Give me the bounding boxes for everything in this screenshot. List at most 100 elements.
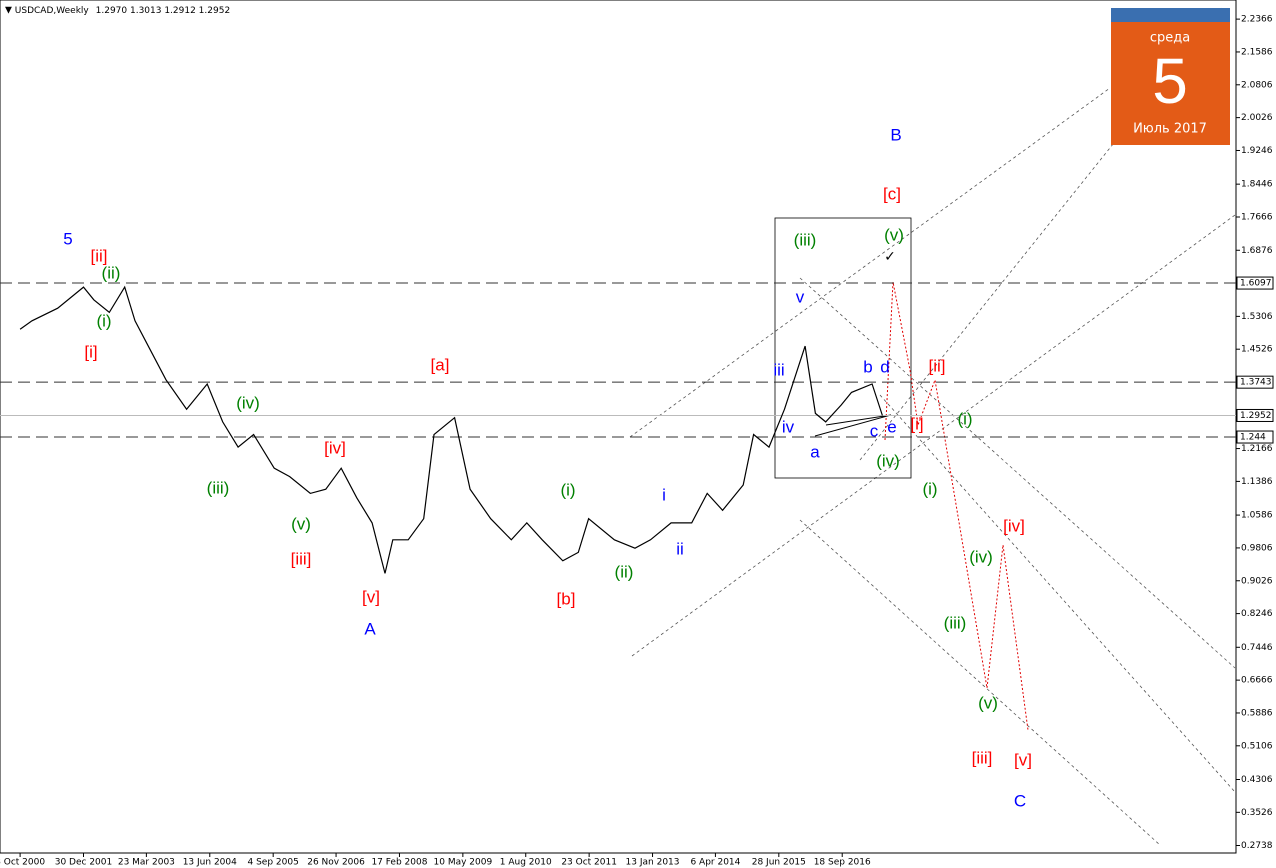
wave-label: [iii] xyxy=(291,549,312,568)
wave-label: [a] xyxy=(431,355,450,374)
wave-label: iii xyxy=(773,360,784,379)
wave-label: [v] xyxy=(1014,750,1032,769)
y-tick-label: 2.1586 xyxy=(1241,47,1273,57)
y-tick-label: 1.9246 xyxy=(1241,146,1273,156)
channel-line xyxy=(631,214,1236,657)
wave-label: [iv] xyxy=(324,438,346,457)
calendar-month: Июль 2017 xyxy=(1133,122,1207,137)
channel-line xyxy=(799,519,1161,846)
x-tick-label: 26 Nov 2006 xyxy=(307,858,365,868)
wave-label: i xyxy=(662,485,666,504)
wave-label: b xyxy=(863,357,872,376)
wave-label: A xyxy=(364,619,376,638)
price-line xyxy=(19,285,883,574)
level-label: 1.6097 xyxy=(1240,279,1272,289)
calendar-weekday: среда xyxy=(1150,31,1190,46)
chart-header: ▼ USDCAD,Weekly 1.2970 1.3013 1.2912 1.2… xyxy=(5,6,230,16)
wave-label: ii xyxy=(676,539,684,558)
y-tick-label: 0.8246 xyxy=(1241,609,1273,619)
y-tick-label: 1.0586 xyxy=(1241,511,1273,521)
ohlc: 1.2970 1.3013 1.2912 1.2952 xyxy=(96,6,231,16)
y-tick-label: 2.0806 xyxy=(1241,80,1273,90)
wave-label: (iv) xyxy=(876,451,900,470)
wave-label: [i] xyxy=(84,342,97,361)
wave-label: C xyxy=(1014,791,1026,810)
wave-label: (iii) xyxy=(944,613,967,632)
wave-label: B xyxy=(890,125,901,144)
wave-label: iv xyxy=(782,417,795,436)
wave-label: (v) xyxy=(884,225,904,244)
y-tick-label: 0.4306 xyxy=(1241,775,1273,785)
y-tick-label: 0.7446 xyxy=(1241,643,1273,653)
y-tick-label: 2.2366 xyxy=(1241,15,1273,25)
wave-label: [i] xyxy=(910,414,923,433)
plot-frame xyxy=(0,0,1237,854)
x-tick-label: 4 Sep 2005 xyxy=(248,858,299,868)
level-label-box xyxy=(1236,276,1274,290)
y-tick-label: 1.1386 xyxy=(1241,477,1273,487)
wave-label: [v] xyxy=(362,587,380,606)
level-label-box xyxy=(1236,430,1274,444)
calendar-bg xyxy=(1111,8,1230,145)
wave-label: d xyxy=(880,357,889,376)
level-label: 1.244 xyxy=(1240,433,1266,443)
y-tick-label: 2.0026 xyxy=(1241,113,1273,123)
channel-line xyxy=(799,277,1236,669)
wave-label: (ii) xyxy=(615,562,634,581)
current-label: 1.2952 xyxy=(1240,411,1272,421)
channel-line xyxy=(629,87,1111,438)
wave-label: (iii) xyxy=(794,230,817,249)
x-tick-label: 18 Sep 2016 xyxy=(814,858,871,868)
x-tick-label: 1 Aug 2010 xyxy=(500,858,552,868)
calendar-widget: среда 5 Июль 2017 xyxy=(1111,8,1230,145)
chart-title: USDCAD,Weekly xyxy=(15,6,90,16)
wave-label: [iv] xyxy=(1003,516,1025,535)
wave-label: [c] xyxy=(883,184,901,203)
x-tick-label: 8 Oct 2000 xyxy=(0,858,45,868)
x-tick-label: 17 Feb 2008 xyxy=(371,858,427,868)
wave-label: (v) xyxy=(978,693,998,712)
x-tick-label: 23 Mar 2003 xyxy=(118,858,175,868)
y-tick-label: 0.9026 xyxy=(1241,576,1273,586)
level-label: 1.3743 xyxy=(1240,378,1272,388)
channel-line xyxy=(879,394,1236,793)
y-tick-label: 1.7666 xyxy=(1241,212,1273,222)
y-tick-label: 1.4526 xyxy=(1241,345,1273,355)
y-tick-label: 1.8446 xyxy=(1241,180,1273,190)
wave-label: (i) xyxy=(922,479,937,498)
calendar-rings xyxy=(1111,8,1230,22)
y-tick-label: 0.5886 xyxy=(1241,708,1273,718)
x-tick-label: 30 Dec 2001 xyxy=(55,858,113,868)
y-tick-label: 0.6666 xyxy=(1241,676,1273,686)
y-tick-label: 0.3526 xyxy=(1241,808,1273,818)
x-tick-label: 13 Jun 2004 xyxy=(183,858,237,868)
wave-label: (iii) xyxy=(207,478,230,497)
y-tick-label: 0.5106 xyxy=(1241,741,1273,751)
wave-label: (ii) xyxy=(102,263,121,282)
wave-label: (iv) xyxy=(236,393,260,412)
level-label-box xyxy=(1236,375,1274,389)
x-tick-label: 28 Jun 2015 xyxy=(752,858,806,868)
y-tick-label: 1.2166 xyxy=(1241,444,1273,454)
current-label-box xyxy=(1236,408,1274,422)
wave-label: (iv) xyxy=(969,547,993,566)
x-tick-label: 23 Oct 2011 xyxy=(561,858,617,868)
wave-label: (v) xyxy=(291,514,311,533)
focus-box xyxy=(774,217,912,479)
y-tick-label: 1.6876 xyxy=(1241,246,1273,256)
wave-label: [iii] xyxy=(972,748,993,767)
y-tick-label: 0.2738 xyxy=(1241,841,1273,851)
y-tick-label: 1.5306 xyxy=(1241,312,1273,322)
calendar-day: 5 xyxy=(1152,45,1188,117)
y-tick-label: 0.9806 xyxy=(1241,543,1273,553)
wave-label: (i) xyxy=(957,409,972,428)
x-tick-label: 6 Apr 2014 xyxy=(690,858,740,868)
wave-label: (i) xyxy=(560,480,575,499)
wave-label: [ii] xyxy=(91,246,108,265)
x-tick-label: 10 May 2009 xyxy=(434,858,493,868)
check-mark: ✓ xyxy=(884,249,896,265)
wave-label: a xyxy=(810,442,820,461)
x-tick-label: 13 Jan 2013 xyxy=(626,858,680,868)
wave-label: [b] xyxy=(557,589,576,608)
